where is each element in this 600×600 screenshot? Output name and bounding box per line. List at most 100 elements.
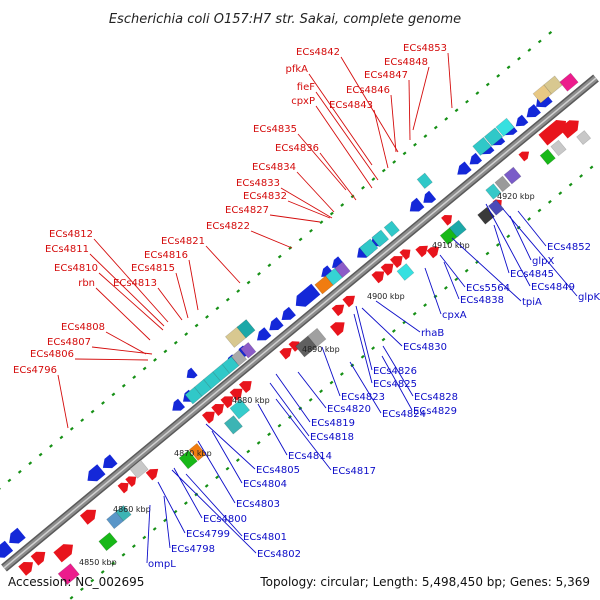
kbp-ticks: 4850 kbp 4860 kbp 4870 kbp 4880 kbp 4890 kbp…	[79, 192, 535, 567]
top-leader-line	[315, 105, 373, 189]
tick-dot	[121, 383, 126, 388]
category-box	[550, 139, 567, 157]
tick-dot	[454, 108, 459, 113]
tick-dot	[215, 475, 220, 480]
tick-label-kbp: 4920 kbp	[497, 192, 535, 201]
tick-dot	[527, 48, 532, 52]
category-box	[236, 319, 256, 339]
forward-gene	[145, 468, 159, 481]
gene-label: ECs4821	[161, 236, 205, 247]
tick-dot	[256, 440, 261, 445]
bottom-leader-line	[493, 224, 510, 274]
category-box	[223, 415, 243, 435]
gene-label: ECs4812	[49, 229, 93, 240]
category-box	[371, 229, 390, 248]
tick-dot	[59, 435, 64, 440]
tick-dot	[506, 65, 511, 70]
bottom-leader-line	[185, 473, 243, 537]
gene-label: ECs4800	[203, 514, 247, 525]
reverse-gene	[257, 327, 272, 341]
tick-dot	[225, 466, 230, 471]
category-box	[230, 349, 248, 367]
tick-dot	[392, 160, 397, 164]
gene-label: ECs4803	[236, 499, 280, 510]
forward-gene	[239, 381, 252, 393]
bottom-leader-line	[509, 215, 532, 261]
reverse-gene	[423, 190, 437, 203]
gene-label: ECs4852	[547, 242, 591, 253]
gene-label: ECs4828	[414, 392, 458, 403]
backbone-highlight	[3, 77, 597, 569]
tick-dot	[339, 372, 344, 376]
tick-dot	[361, 185, 365, 190]
tick-dot	[100, 570, 105, 574]
bottom-leader-line	[205, 423, 256, 470]
gene-label: ECs4819	[311, 418, 355, 429]
bottom-leader-line	[451, 237, 522, 302]
tick-dot	[579, 174, 584, 178]
gene-label: ECs4842	[296, 47, 340, 58]
bottom-leader-line	[269, 382, 310, 437]
tick-label-kbp: 4860 kbp	[113, 505, 151, 514]
forward-gene	[125, 476, 137, 487]
tick-dot	[90, 578, 95, 583]
tick-dot	[537, 208, 542, 213]
gene-label: ompL	[148, 559, 176, 570]
tick-dot	[257, 271, 261, 276]
tick-dot	[558, 191, 563, 196]
category-box	[178, 449, 198, 470]
gene-label: ECs4805	[256, 465, 300, 476]
gene-label: glpX	[532, 256, 554, 267]
tick-dot	[121, 552, 126, 557]
forward-gene	[371, 271, 385, 284]
tick-dot	[225, 297, 230, 302]
gene-label: ECs4796	[13, 365, 57, 376]
category-box	[129, 459, 149, 479]
category-box	[543, 75, 563, 95]
tick-label-kbp: 4900 kbp	[367, 292, 405, 301]
tick-dot	[423, 134, 428, 138]
category-box	[334, 261, 351, 278]
gene-label: pfkA	[286, 64, 309, 75]
gene-label: ECs4846	[346, 85, 390, 96]
reverse-gene	[0, 540, 14, 558]
top-leader-line	[412, 66, 430, 131]
gene-label: glpK	[578, 292, 600, 303]
top-leader-line	[373, 109, 389, 169]
tick-dot	[142, 366, 147, 371]
top-leader-line	[98, 272, 164, 331]
gene-label: ECs4808	[61, 322, 105, 333]
top-leader-line	[95, 287, 151, 341]
category-box	[576, 130, 592, 146]
top-leader-line	[287, 200, 331, 219]
bottom-leader-line	[443, 261, 460, 300]
forward-gene	[80, 509, 97, 525]
gene-label: ECs4832	[243, 191, 287, 202]
forward-gene	[426, 246, 440, 259]
top-leader-line	[447, 52, 453, 109]
reverse-gene	[457, 161, 472, 175]
forward-gene	[441, 215, 452, 226]
bottom-leader-line	[157, 481, 186, 534]
gene-features	[0, 72, 592, 586]
gene-label: ECs4835	[253, 124, 297, 135]
gene-label: ECs4826	[373, 366, 417, 377]
gene-label: ECs4818	[310, 432, 354, 443]
bottom-leader-line	[382, 345, 414, 397]
top-leader-line	[157, 287, 183, 321]
bottom-leader-line	[321, 346, 341, 397]
tick-dot	[547, 199, 552, 204]
forward-gene	[538, 120, 566, 146]
reverse-gene	[186, 367, 198, 379]
top-leader-line	[91, 346, 153, 355]
bottom-leader-line	[275, 373, 311, 423]
category-box	[383, 220, 400, 238]
category-box	[359, 238, 379, 258]
gene-label: ECs4849	[531, 282, 575, 293]
gene-label: ECs4843	[329, 100, 373, 111]
forward-gene	[342, 295, 355, 308]
tick-dot	[111, 392, 116, 397]
category-box	[98, 532, 118, 552]
tick-dot-track	[0, 30, 600, 600]
